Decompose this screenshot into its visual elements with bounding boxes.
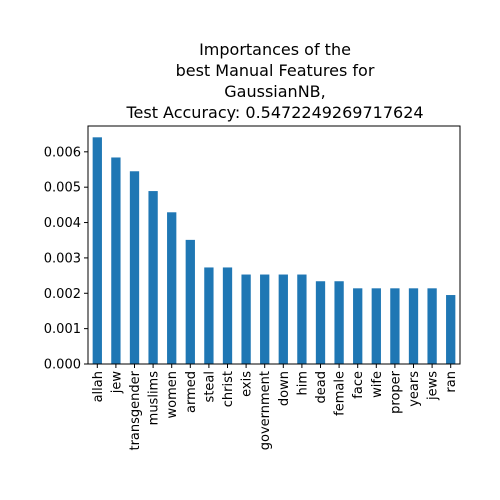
x-tick-label: him <box>295 371 310 396</box>
bar-series <box>93 137 456 364</box>
bar-dead <box>316 281 325 364</box>
bar-christ <box>223 267 232 364</box>
bar-armed <box>186 240 195 364</box>
bar-down <box>279 275 288 364</box>
x-tick-label: women <box>165 371 180 419</box>
x-axis: allah jew transgender muslims women armed stea… <box>91 364 459 451</box>
x-tick-label: years <box>407 371 422 407</box>
chart-title-line-1: Importances of the <box>199 40 351 59</box>
chart-title-line-3: GaussianNB, <box>224 82 325 101</box>
bar-years <box>409 288 418 364</box>
y-tick-label: 0.000 <box>44 358 81 373</box>
x-tick-label: armed <box>184 371 199 413</box>
bar-jew <box>111 157 120 364</box>
x-tick-label: jew <box>109 371 124 395</box>
bar-wife <box>372 288 381 364</box>
bar-proper <box>390 288 399 364</box>
y-tick-label: 0.006 <box>44 145 81 160</box>
bar-female <box>334 281 343 364</box>
x-tick-label: government <box>258 371 273 450</box>
x-tick-label: muslims <box>147 371 162 426</box>
plot-frame <box>88 126 460 364</box>
x-tick-label: steal <box>202 371 217 402</box>
bar-ran <box>446 295 455 364</box>
bar-transgender <box>130 171 139 364</box>
y-tick-label: 0.005 <box>44 181 81 196</box>
x-tick-label: proper <box>388 370 403 414</box>
x-tick-label: allah <box>91 371 106 402</box>
x-tick-label: face <box>351 371 366 399</box>
x-tick-label: christ <box>221 371 236 407</box>
bar-jews <box>427 288 436 364</box>
y-tick-label: 0.004 <box>44 216 81 231</box>
bar-women <box>167 212 176 364</box>
x-tick-label: transgender <box>128 370 143 450</box>
y-tick-label: 0.003 <box>44 251 81 266</box>
bar-him <box>297 275 306 364</box>
bar-allah <box>93 137 102 364</box>
x-tick-label: female <box>333 371 348 416</box>
chart-title: Importances of the best Manual Features … <box>125 40 423 122</box>
bar-government <box>260 275 269 364</box>
bar-exis <box>241 275 250 364</box>
x-tick-label: exis <box>240 371 255 397</box>
bar-muslims <box>148 191 157 364</box>
x-tick-label: dead <box>314 371 329 403</box>
x-tick-label: ran <box>444 371 459 393</box>
y-tick-label: 0.001 <box>44 322 81 337</box>
chart-title-line-4: Test Accuracy: 0.5472249269717624 <box>125 103 423 122</box>
x-tick-label: wife <box>370 371 385 398</box>
chart-title-line-2: best Manual Features for <box>176 61 375 80</box>
y-axis: 0.000 0.001 0.002 0.003 0.004 0.005 0.006 <box>44 145 88 372</box>
bar-face <box>353 288 362 364</box>
x-tick-label: jews <box>426 371 441 401</box>
x-tick-label: down <box>277 371 292 406</box>
bar-steal <box>204 267 213 364</box>
y-tick-label: 0.002 <box>44 287 81 302</box>
